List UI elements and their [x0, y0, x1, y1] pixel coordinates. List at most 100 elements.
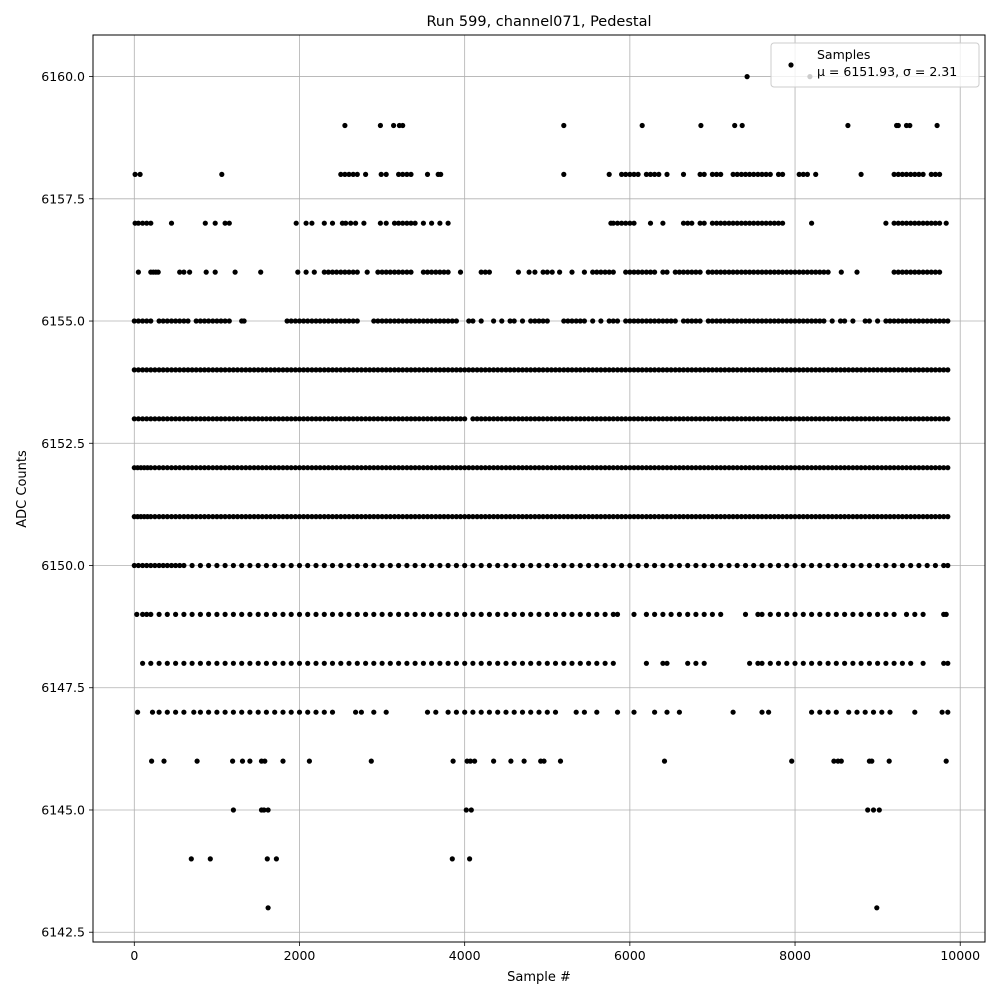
data-point — [586, 367, 592, 373]
data-point — [780, 171, 786, 177]
data-point — [470, 514, 476, 520]
data-point — [718, 416, 724, 422]
data-point — [140, 660, 146, 666]
data-point — [763, 416, 769, 422]
data-point — [809, 220, 815, 226]
data-point — [292, 465, 298, 471]
data-point — [908, 220, 914, 226]
data-point — [152, 514, 158, 520]
data-point — [577, 318, 583, 324]
data-point — [429, 416, 435, 422]
data-point — [614, 416, 621, 422]
data-point — [519, 416, 526, 422]
data-point — [528, 416, 534, 422]
data-point — [239, 465, 245, 471]
data-point — [474, 514, 480, 520]
data-point — [850, 465, 856, 471]
data-point — [292, 318, 298, 324]
data-point — [210, 318, 216, 324]
data-point — [598, 416, 604, 422]
data-point — [305, 318, 311, 324]
data-point — [875, 416, 881, 422]
data-point — [800, 269, 806, 275]
data-point — [739, 122, 745, 129]
data-point — [338, 416, 344, 422]
data-point — [230, 562, 236, 569]
data-point — [193, 465, 199, 471]
data-point — [354, 269, 360, 275]
data-point — [495, 514, 501, 520]
data-point — [813, 367, 819, 373]
data-point — [412, 514, 418, 520]
data-point — [408, 465, 414, 471]
data-point — [511, 660, 517, 666]
data-point — [734, 318, 740, 324]
data-point — [639, 465, 645, 471]
data-point — [383, 514, 389, 520]
data-point — [206, 465, 212, 471]
data-point — [660, 416, 666, 422]
data-point — [371, 562, 377, 569]
data-point — [730, 171, 736, 177]
data-point — [775, 465, 782, 471]
data-point — [941, 514, 947, 520]
data-point — [164, 367, 170, 373]
data-point — [408, 416, 414, 422]
data-point — [759, 171, 765, 177]
data-point — [870, 416, 877, 422]
data-point — [239, 611, 245, 618]
data-point — [503, 709, 509, 715]
data-point — [689, 318, 695, 324]
data-point — [412, 416, 418, 422]
data-point — [437, 416, 443, 422]
data-point — [361, 220, 367, 226]
data-point — [177, 269, 183, 275]
data-point — [284, 416, 290, 422]
data-point — [751, 220, 757, 226]
data-point — [635, 514, 641, 520]
data-point — [470, 611, 476, 618]
data-point — [453, 709, 459, 715]
data-point — [168, 367, 175, 373]
data-point — [883, 220, 889, 226]
data-point — [280, 660, 286, 666]
data-point — [334, 367, 340, 373]
data-point — [528, 660, 534, 666]
data-point — [261, 807, 267, 813]
data-point — [858, 562, 864, 569]
data-point — [643, 367, 650, 373]
data-point — [532, 367, 538, 373]
data-point — [831, 758, 837, 764]
data-point — [363, 171, 369, 177]
data-point — [928, 171, 934, 177]
data-point — [631, 171, 637, 177]
data-point — [697, 171, 703, 177]
data-point — [573, 367, 579, 373]
data-point — [693, 562, 699, 569]
data-point — [594, 367, 600, 373]
data-point — [693, 269, 699, 275]
data-point — [156, 709, 162, 715]
data-point — [296, 660, 303, 666]
data-point — [243, 416, 249, 422]
data-point — [144, 220, 150, 226]
data-point — [317, 367, 323, 373]
data-point — [396, 465, 402, 471]
data-point — [552, 416, 559, 422]
y-tick-label: 6150.0 — [41, 558, 85, 573]
data-point — [668, 611, 674, 618]
data-point — [135, 269, 141, 275]
data-point — [730, 220, 736, 226]
data-point — [404, 660, 410, 666]
data-point — [155, 269, 161, 275]
data-point — [515, 465, 522, 471]
data-point — [875, 367, 881, 373]
data-point — [590, 318, 596, 324]
data-point — [751, 269, 757, 275]
data-point — [916, 220, 922, 226]
data-point — [676, 465, 683, 471]
data-point — [206, 660, 212, 666]
data-point — [214, 465, 220, 471]
data-point — [181, 416, 187, 422]
